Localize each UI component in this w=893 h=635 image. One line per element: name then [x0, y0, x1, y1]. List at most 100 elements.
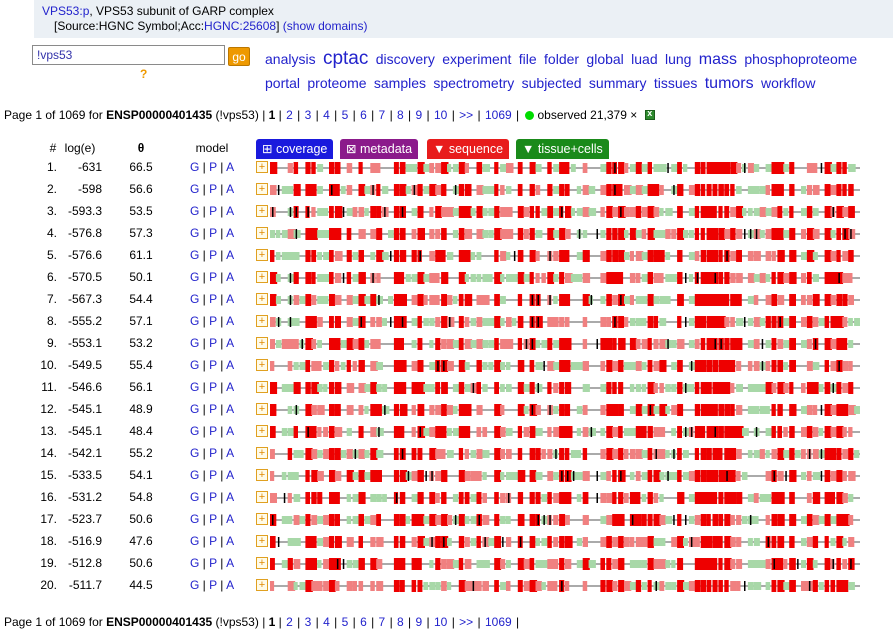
expand-icon[interactable]: +	[256, 447, 268, 459]
model-link-p[interactable]: P	[209, 204, 217, 218]
model-link-p[interactable]: P	[209, 402, 217, 416]
tag-spectrometry[interactable]: spectrometry	[433, 75, 515, 91]
model-link-p[interactable]: P	[209, 336, 217, 350]
coverage-map[interactable]	[270, 423, 860, 441]
tag-tumors[interactable]: tumors	[704, 75, 754, 92]
tab-tissue-cells[interactable]: ▼ tissue+cells	[516, 139, 609, 159]
coverage-map[interactable]	[270, 489, 860, 507]
model-link-a[interactable]: A	[226, 556, 235, 570]
expand-icon[interactable]: +	[256, 403, 268, 415]
tag-file[interactable]: file	[518, 51, 537, 67]
coverage-map[interactable]	[270, 577, 860, 595]
model-link-g[interactable]: G	[190, 292, 200, 306]
model-link-g[interactable]: G	[190, 424, 200, 438]
model-link-p[interactable]: P	[209, 270, 217, 284]
model-link-a[interactable]: A	[226, 226, 235, 240]
model-link-g[interactable]: G	[190, 556, 200, 570]
pager-page-3[interactable]: 3	[304, 615, 312, 629]
tag-workflow[interactable]: workflow	[760, 75, 816, 91]
coverage-map[interactable]	[270, 247, 860, 265]
excel-icon[interactable]	[645, 108, 656, 120]
pager-page-9[interactable]: 9	[415, 615, 423, 629]
tag-tissues[interactable]: tissues	[653, 75, 698, 91]
model-link-g[interactable]: G	[190, 204, 200, 218]
tag-portal[interactable]: portal	[265, 75, 301, 91]
coverage-map[interactable]	[270, 313, 860, 331]
coverage-map[interactable]	[270, 467, 860, 485]
pager-page-4[interactable]: 4	[323, 108, 330, 122]
model-link-a[interactable]: A	[226, 468, 235, 482]
model-link-g[interactable]: G	[190, 446, 200, 460]
expand-icon[interactable]: +	[256, 337, 268, 349]
model-link-g[interactable]: G	[190, 248, 200, 262]
pager-page-4[interactable]: 4	[323, 615, 330, 629]
pager-page-7[interactable]: 7	[378, 108, 386, 122]
expand-icon[interactable]: +	[256, 227, 268, 239]
model-link-p[interactable]: P	[209, 380, 217, 394]
hgnc-link[interactable]: HGNC:25608	[204, 19, 277, 33]
coverage-map[interactable]	[270, 379, 860, 397]
model-link-g[interactable]: G	[190, 534, 200, 548]
model-link-p[interactable]: P	[209, 424, 217, 438]
pager-page-8[interactable]: 8	[397, 615, 404, 629]
model-link-a[interactable]: A	[226, 160, 235, 174]
show-domains-link[interactable]: (show domains)	[282, 19, 368, 33]
coverage-map[interactable]	[270, 533, 860, 551]
expand-icon[interactable]: +	[256, 315, 268, 327]
model-link-p[interactable]: P	[209, 578, 217, 592]
model-link-g[interactable]: G	[190, 380, 200, 394]
model-link-g[interactable]: G	[190, 182, 200, 196]
pager-last[interactable]: 1069	[484, 615, 512, 629]
expand-icon[interactable]: +	[256, 425, 268, 437]
expand-icon[interactable]: +	[256, 293, 268, 305]
model-link-g[interactable]: G	[190, 578, 200, 592]
model-link-g[interactable]: G	[190, 402, 200, 416]
expand-icon[interactable]: +	[256, 271, 268, 283]
pager-page-3[interactable]: 3	[304, 108, 312, 122]
expand-icon[interactable]: +	[256, 205, 268, 217]
model-link-p[interactable]: P	[209, 446, 217, 460]
tag-subjected[interactable]: subjected	[521, 75, 582, 91]
model-link-a[interactable]: A	[226, 336, 235, 350]
pager-page-5[interactable]: 5	[341, 108, 349, 122]
model-link-p[interactable]: P	[209, 292, 217, 306]
model-link-a[interactable]: A	[226, 490, 235, 504]
tag-analysis[interactable]: analysis	[265, 51, 316, 67]
model-link-a[interactable]: A	[226, 578, 235, 592]
expand-icon[interactable]: +	[256, 557, 268, 569]
coverage-map[interactable]	[270, 401, 860, 419]
coverage-map[interactable]	[270, 555, 860, 573]
tag-luad[interactable]: luad	[631, 51, 658, 67]
pager-page-8[interactable]: 8	[397, 108, 404, 122]
pager-page-10[interactable]: 10	[434, 108, 448, 122]
go-button[interactable]: go	[228, 47, 250, 66]
model-link-g[interactable]: G	[190, 270, 200, 284]
expand-icon[interactable]: +	[256, 161, 268, 173]
model-link-p[interactable]: P	[209, 556, 217, 570]
model-link-g[interactable]: G	[190, 468, 200, 482]
model-link-a[interactable]: A	[226, 534, 235, 548]
tag-proteome[interactable]: proteome	[307, 75, 367, 91]
model-link-a[interactable]: A	[226, 292, 235, 306]
model-link-p[interactable]: P	[209, 226, 217, 240]
tab-coverage[interactable]: ⊞ coverage	[256, 139, 334, 159]
tag-folder[interactable]: folder	[544, 51, 580, 67]
model-link-a[interactable]: A	[226, 204, 235, 218]
coverage-map[interactable]	[270, 511, 860, 529]
tag-lung[interactable]: lung	[664, 51, 692, 67]
pager-page-5[interactable]: 5	[341, 615, 349, 629]
model-link-p[interactable]: P	[209, 182, 217, 196]
expand-icon[interactable]: +	[256, 491, 268, 503]
tag-global[interactable]: global	[586, 51, 624, 67]
search-input[interactable]	[32, 45, 225, 65]
tab-metadata[interactable]: ⊠ metadata	[340, 139, 419, 159]
model-link-a[interactable]: A	[226, 424, 235, 438]
model-link-p[interactable]: P	[209, 468, 217, 482]
pager-page-7[interactable]: 7	[378, 615, 386, 629]
tag-cptac[interactable]: cptac	[322, 48, 369, 69]
coverage-map[interactable]	[270, 181, 860, 199]
pager-page-10[interactable]: 10	[434, 615, 448, 629]
expand-icon[interactable]: +	[256, 249, 268, 261]
model-link-a[interactable]: A	[226, 446, 235, 460]
model-link-p[interactable]: P	[209, 490, 217, 504]
